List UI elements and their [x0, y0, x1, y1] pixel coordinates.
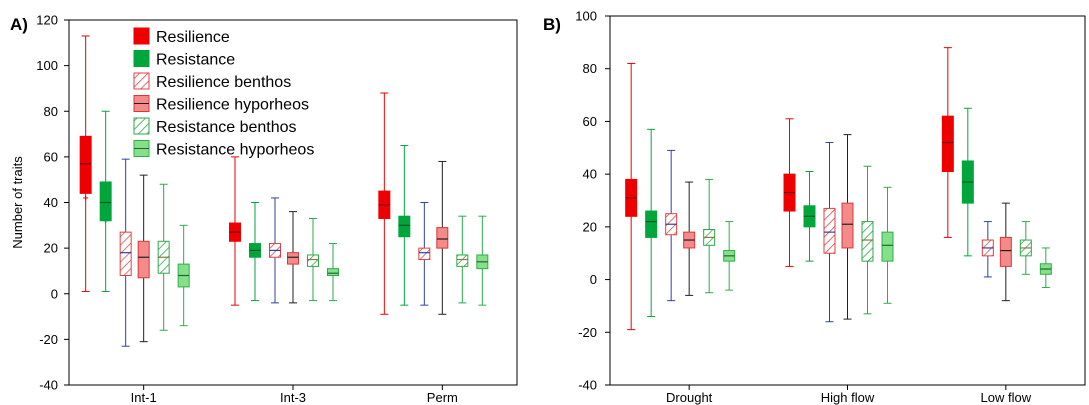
panel-label: B) — [543, 15, 561, 34]
box-light-green — [177, 224, 190, 327]
y-tick-label: 100 — [575, 9, 597, 24]
legend-swatch-resistance — [133, 50, 150, 67]
box-light-green — [1039, 247, 1052, 288]
box-iqr — [841, 202, 854, 249]
box-solid-green — [99, 110, 112, 292]
y-tick-label: 0 — [590, 272, 597, 287]
legend-label-resilience: Resilience — [156, 29, 230, 46]
legend: Resilience Resistance Resilience benthos Re… — [133, 27, 314, 159]
box-iqr — [456, 254, 469, 267]
box-solid-green — [398, 144, 411, 306]
x-tick-label: High flow — [821, 390, 875, 405]
y-tick-label: 20 — [583, 219, 597, 234]
x-tick-label: Int-3 — [280, 390, 306, 405]
box-iqr — [287, 252, 299, 265]
box-iqr — [327, 268, 339, 276]
legend-label-resilience-hyporheos: Resilience hyporheos — [156, 97, 309, 114]
x-tick-label: Low flow — [981, 390, 1032, 405]
panel-label: A) — [10, 15, 28, 34]
y-tick-label: 80 — [583, 61, 597, 76]
legend-swatch-resilience-benthos — [133, 72, 150, 90]
box-hatch-red — [418, 202, 431, 306]
y-tick-label: 120 — [36, 13, 58, 28]
box-iqr — [79, 135, 92, 194]
box-iqr — [941, 115, 954, 173]
y-tick-label: 0 — [51, 286, 58, 301]
box-hatch-red — [981, 221, 994, 278]
panel-a: A) Number of traits -40 -20 0 20 40 60 80 100 120 I… — [10, 13, 518, 405]
box-solid-red — [79, 35, 92, 292]
box-iqr — [119, 231, 132, 276]
box-hatch-green — [703, 178, 716, 294]
box-solid-green — [249, 202, 261, 302]
legend-label-resistance-hyporheos: Resistance hyporheos — [156, 142, 314, 159]
box-light-green — [476, 215, 489, 306]
box-solid-green — [803, 171, 816, 262]
box-solid-red — [378, 92, 391, 315]
x-tick-label: Int-1 — [131, 390, 157, 405]
legend-label-resilience-benthos: Resilience benthos — [156, 74, 291, 91]
box-solid-green — [961, 107, 974, 257]
box-solid-red — [783, 118, 796, 267]
box-iqr — [307, 254, 319, 267]
box-iqr — [823, 207, 836, 254]
box-hatch-green — [307, 217, 319, 302]
box-light-green — [327, 243, 339, 302]
box-light-green — [881, 186, 894, 304]
box-hatch-green — [1019, 221, 1032, 275]
y-tick-label: 40 — [44, 195, 58, 210]
box-hatch-green — [861, 165, 874, 315]
x-tick-label: Drought — [666, 390, 713, 405]
box-iqr — [436, 227, 449, 249]
box-light-red — [287, 211, 299, 304]
panel-b: B) -40 -20 0 20 40 60 80 100 Drought High flow Low … — [543, 9, 1086, 405]
box-solid-green — [645, 128, 658, 317]
x-tick-label: Perm — [427, 390, 458, 405]
y-tick-label: -20 — [39, 332, 58, 347]
box-light-red — [436, 160, 449, 315]
y-tick-label: 80 — [44, 104, 58, 119]
box-solid-red — [625, 62, 638, 331]
box-light-red — [137, 174, 150, 343]
box-iqr — [881, 231, 894, 262]
box-hatch-red — [823, 142, 836, 323]
y-tick-label: 60 — [583, 114, 597, 129]
box-hatch-green — [157, 183, 170, 331]
box-iqr — [137, 240, 150, 279]
box-iqr — [999, 236, 1012, 267]
box-solid-red — [941, 47, 954, 238]
box-light-red — [683, 181, 696, 296]
y-axis-label: Number of traits — [10, 156, 25, 249]
box-hatch-green — [456, 215, 469, 304]
box-hatch-red — [119, 158, 132, 347]
box-light-red — [999, 202, 1012, 302]
legend-label-resistance-benthos: Resistance benthos — [156, 119, 297, 136]
y-tick-label: -40 — [578, 378, 597, 393]
box-iqr — [418, 247, 431, 261]
box-hatch-red — [665, 149, 678, 302]
box-iqr — [645, 210, 658, 238]
legend-swatch-resistance-benthos — [133, 117, 150, 135]
box-light-green — [723, 221, 736, 291]
y-tick-label: 40 — [583, 167, 597, 182]
box-hatch-red — [269, 197, 281, 304]
box-iqr — [861, 221, 874, 262]
box-iqr — [99, 181, 112, 222]
legend-swatch-resilience — [133, 27, 150, 45]
y-tick-label: 100 — [36, 58, 58, 73]
box-solid-red — [229, 156, 241, 306]
y-tick-label: 60 — [44, 149, 58, 164]
y-tick-label: -40 — [39, 378, 58, 393]
y-tick-label: -20 — [578, 325, 597, 340]
y-tick-label: 20 — [44, 241, 58, 256]
legend-label-resistance: Resistance — [156, 52, 235, 69]
box-iqr — [398, 215, 411, 238]
box-light-red — [841, 134, 854, 320]
